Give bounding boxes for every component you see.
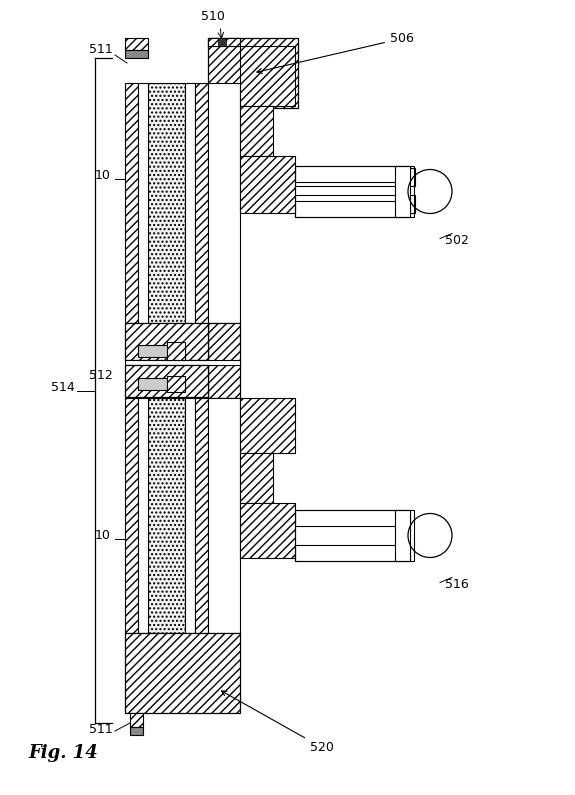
- Bar: [295, 166, 414, 217]
- Bar: [295, 510, 410, 526]
- Bar: [125, 50, 148, 58]
- Bar: [125, 365, 208, 397]
- Bar: [125, 633, 240, 713]
- Bar: [125, 398, 138, 633]
- Bar: [125, 38, 148, 50]
- Text: 510: 510: [201, 10, 225, 23]
- Bar: [130, 727, 143, 735]
- Bar: [185, 83, 195, 323]
- Bar: [148, 398, 185, 633]
- Text: 511: 511: [89, 723, 113, 736]
- Bar: [138, 378, 185, 390]
- Bar: [295, 545, 410, 561]
- Text: Fig. 14: Fig. 14: [28, 744, 98, 762]
- Text: 506: 506: [257, 32, 414, 73]
- Bar: [208, 38, 240, 46]
- Bar: [138, 83, 148, 323]
- Text: 514: 514: [51, 381, 75, 394]
- Bar: [125, 360, 240, 365]
- Bar: [138, 345, 185, 357]
- Bar: [240, 46, 295, 106]
- Bar: [195, 398, 208, 633]
- Bar: [208, 38, 240, 46]
- Text: 512: 512: [89, 369, 113, 382]
- Bar: [395, 166, 410, 217]
- Bar: [208, 83, 240, 323]
- Bar: [240, 398, 295, 453]
- Text: 516: 516: [445, 577, 469, 591]
- Bar: [240, 453, 273, 503]
- Text: 10: 10: [95, 169, 111, 182]
- Text: 502: 502: [445, 234, 469, 246]
- Text: 10: 10: [95, 529, 111, 542]
- Bar: [240, 106, 273, 156]
- Bar: [240, 156, 295, 213]
- Bar: [125, 323, 208, 360]
- Bar: [185, 398, 195, 633]
- Bar: [125, 83, 138, 323]
- Bar: [195, 83, 208, 323]
- Text: 520: 520: [221, 691, 334, 754]
- Bar: [295, 195, 415, 213]
- Bar: [167, 376, 185, 392]
- Bar: [130, 713, 143, 727]
- Bar: [295, 201, 410, 217]
- Bar: [167, 342, 185, 360]
- Bar: [208, 323, 240, 398]
- Bar: [208, 398, 240, 633]
- Bar: [148, 83, 185, 323]
- Bar: [395, 510, 410, 561]
- Bar: [295, 168, 415, 186]
- Bar: [240, 503, 295, 558]
- Bar: [295, 166, 410, 182]
- Bar: [138, 398, 148, 633]
- Bar: [295, 510, 414, 561]
- Text: 511: 511: [89, 43, 113, 56]
- Bar: [218, 38, 226, 46]
- Bar: [208, 38, 298, 108]
